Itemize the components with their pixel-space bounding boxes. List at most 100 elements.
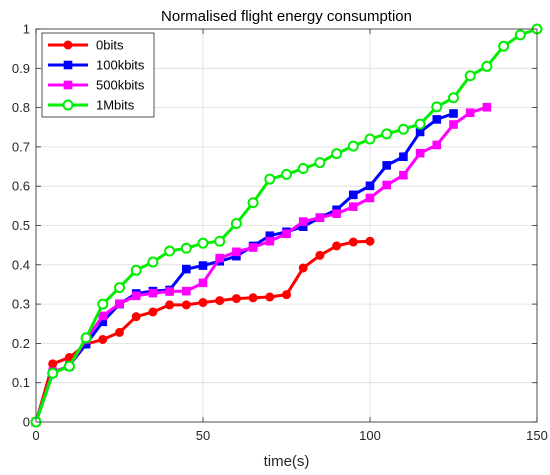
series-500kbits-point xyxy=(298,217,308,226)
legend-1mbits-label: 1Mbits xyxy=(96,98,135,113)
series-1mbits-point xyxy=(297,163,309,175)
series-layer xyxy=(30,23,543,428)
series-0bits-point xyxy=(115,327,124,337)
legend-1mbits-point xyxy=(62,99,74,111)
series-500kbits-point xyxy=(165,287,174,296)
series-1mbits-point xyxy=(347,140,359,152)
y-tick-label: 0.6 xyxy=(12,179,30,194)
series-1mbits-point xyxy=(47,367,59,379)
series-0bits-point xyxy=(265,292,275,302)
legend-500kbits-label: 500kbits xyxy=(96,78,145,93)
series-1mbits-point xyxy=(397,123,409,135)
series-1mbits-point xyxy=(464,70,476,82)
series-100kbits-point xyxy=(182,264,191,274)
legend-100kbits-label: 100kbits xyxy=(96,58,145,73)
series-1mbits-point xyxy=(230,218,242,230)
series-500kbits-point xyxy=(399,170,408,180)
series-1mbits xyxy=(30,23,543,428)
legend-1mbits: 1Mbits xyxy=(48,98,135,113)
y-tick-label: 0.3 xyxy=(12,297,30,312)
series-100kbits-point xyxy=(349,190,358,200)
legend-100kbits-point xyxy=(63,60,73,70)
series-0bits-point xyxy=(365,236,375,246)
y-tick-label: 1 xyxy=(23,22,30,37)
series-500kbits-point xyxy=(315,213,325,222)
series-1mbits-point xyxy=(197,237,209,249)
series-1mbits-point xyxy=(431,101,443,113)
y-tick-label: 0.4 xyxy=(12,257,30,272)
series-0bits-point xyxy=(348,237,358,247)
series-1mbits-point xyxy=(314,157,326,169)
series-0bits-point xyxy=(231,294,241,304)
series-1mbits-point xyxy=(331,148,343,160)
legend-0bits: 0bits xyxy=(48,38,124,53)
series-500kbits-point xyxy=(449,120,458,129)
series-500kbits-point xyxy=(365,193,375,203)
series-500kbits-point xyxy=(265,236,275,246)
legend-0bits-point xyxy=(63,40,73,50)
series-500kbits-point xyxy=(332,209,341,219)
series-500kbits-point xyxy=(148,288,158,298)
series-1mbits-point xyxy=(97,298,109,310)
series-1mbits-point xyxy=(448,92,459,104)
series-1mbits-point xyxy=(80,332,92,344)
legend: 0bits 100kbits 500kbits 1Mbits xyxy=(41,32,155,118)
series-1mbits-point xyxy=(481,60,493,72)
series-0bits-point xyxy=(298,263,308,273)
series-500kbits-point xyxy=(198,278,208,288)
series-500kbits-point xyxy=(232,247,241,257)
series-1mbits-point xyxy=(264,173,276,185)
series-1mbits-point xyxy=(247,197,259,209)
x-tick-label: 0 xyxy=(32,428,39,443)
series-0bits-point xyxy=(48,359,58,369)
series-1mbits-point xyxy=(514,29,526,41)
legend-box xyxy=(41,32,155,118)
chart-title: Normalised flight energy consumption xyxy=(161,8,412,25)
x-tick-label: 150 xyxy=(526,428,548,443)
y-tick-label: 0.5 xyxy=(12,218,30,233)
series-500kbits-point xyxy=(131,291,141,301)
legend-0bits-label: 0bits xyxy=(96,38,124,53)
series-100kbits-point xyxy=(449,109,458,118)
legend-500kbits: 500kbits xyxy=(48,78,145,93)
series-100kbits-point xyxy=(432,115,442,124)
series-500kbits-point xyxy=(98,311,108,321)
series-100kbits-point xyxy=(399,152,408,162)
legend-500kbits-point xyxy=(63,80,73,90)
series-500kbits-line xyxy=(34,105,488,423)
y-tick-label: 0.7 xyxy=(12,139,30,154)
series-0bits-point xyxy=(315,250,325,260)
series-1mbits-point xyxy=(498,40,510,52)
series-0bits-point xyxy=(248,293,258,303)
series-100kbits-point xyxy=(365,181,375,191)
series-500kbits-point xyxy=(465,108,475,118)
series-500kbits-point xyxy=(215,253,224,263)
series-1mbits-point xyxy=(164,245,176,257)
x-axis-title: time(s) xyxy=(264,453,310,470)
series-500kbits-point xyxy=(432,140,442,150)
series-0bits-point xyxy=(148,307,158,317)
series-0bits-point xyxy=(98,334,108,344)
series-1mbits-point xyxy=(364,133,376,145)
y-tick-label: 0.1 xyxy=(12,375,30,390)
series-0bits-point xyxy=(332,241,342,251)
series-0bits-point xyxy=(215,296,225,306)
y-tick-label: 0.2 xyxy=(12,336,30,351)
series-100kbits-point xyxy=(198,261,208,270)
legend-100kbits: 100kbits xyxy=(48,58,145,73)
series-0bits-point xyxy=(282,290,291,300)
series-500kbits-point xyxy=(415,148,425,158)
series-500kbits-point xyxy=(248,243,258,252)
y-tick-label: 0 xyxy=(23,415,30,430)
series-0bits-point xyxy=(165,300,175,310)
series-1mbits-point xyxy=(281,168,292,180)
series-1mbits-point xyxy=(63,360,75,372)
series-0bits-point xyxy=(181,300,191,310)
series-500kbits-point xyxy=(349,202,358,211)
series-1mbits-point xyxy=(147,256,159,268)
series-500kbits-point xyxy=(115,299,124,309)
series-500kbits-point xyxy=(282,229,291,239)
axis-ticks: 0 50 100 150 0 0.1 0.2 0.3 0.4 0.5 0.6 0.7 0.8 0.9 1 xyxy=(12,22,548,444)
series-0bits-point xyxy=(198,298,208,308)
series-500kbits-point xyxy=(382,180,391,190)
